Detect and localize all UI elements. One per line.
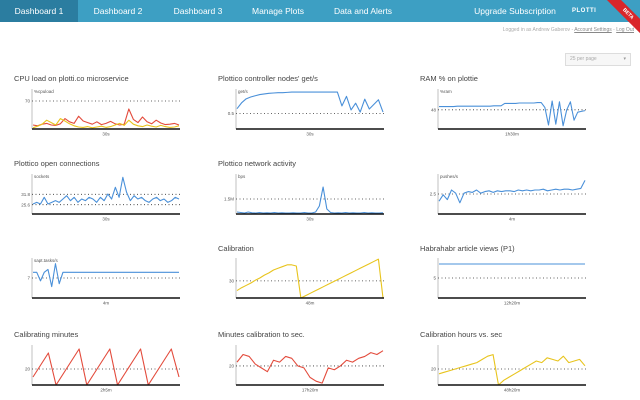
plot-chart[interactable]: 2.5 pushes/s 4m <box>422 170 588 222</box>
y-axis-label: sapt.tasks/s <box>34 258 59 263</box>
per-page-select[interactable]: 25 per page ▾ <box>565 53 631 66</box>
x-axis-label: 30s <box>102 132 110 137</box>
y-tick-label: 20 <box>229 364 235 369</box>
plot-title: Minutes calibration to sec. <box>218 330 305 339</box>
upgrade-subscription-link[interactable]: Upgrade Subscription <box>474 6 556 16</box>
y-tick-label: 2.5 <box>430 192 437 197</box>
x-axis-label: 12h20m <box>504 301 521 306</box>
login-prefix: Logged in as Andrew Gaberov - <box>502 27 575 33</box>
y-tick-label: 5 <box>433 276 436 281</box>
series-line-red <box>236 350 384 384</box>
plot-title: Plottico network activity <box>218 159 296 168</box>
x-axis-label: 2h5m <box>100 388 112 393</box>
plot-title: Plottico controller nodes' get/s <box>218 74 318 83</box>
plot-title: RAM % on plottie <box>420 74 478 83</box>
y-tick-label: 1.5M <box>224 197 234 202</box>
y-axis-label: %cpuload <box>34 89 54 94</box>
tab-dashboard-3[interactable]: Dashboard 3 <box>173 6 223 16</box>
plot-chart[interactable]: 70%cpuload 30s <box>16 85 182 137</box>
x-axis-label: 48m <box>306 301 315 306</box>
x-axis-label: 4m <box>509 217 516 222</box>
series-line-blue <box>439 100 586 127</box>
tab-dashboard-2[interactable]: Dashboard 2 <box>93 6 143 16</box>
plot-chart[interactable]: 31.8 25.6 sockets 30s <box>16 170 182 222</box>
plot-title: CPU load on plotti.co microservice <box>14 74 129 83</box>
y-tick-label: 0.5 <box>228 111 235 116</box>
y-axis-label: bps <box>238 174 246 179</box>
series-line-red <box>32 348 180 386</box>
plot-title: Plottico open connections <box>14 159 100 168</box>
plot-chart[interactable]: 30 48m <box>220 254 386 306</box>
plot-title: Habrahabr article views (P1) <box>420 244 515 253</box>
y-tick-label: 70 <box>25 99 31 104</box>
x-axis-label: 17h20m <box>302 388 319 393</box>
log-out-link[interactable]: Log Out <box>616 27 634 33</box>
y-tick-label: 20 <box>25 367 31 372</box>
plot-chart[interactable]: 7 sapt.tasks/s 4m <box>16 254 182 306</box>
x-axis-label: 48h20m <box>504 388 521 393</box>
series-line-blue <box>33 263 179 288</box>
plot-chart[interactable]: 1.5M bps 30s <box>220 170 386 222</box>
series-line-blue <box>438 180 586 204</box>
per-page-value: 25 per page <box>570 56 597 62</box>
account-settings-link[interactable]: Account Settings <box>574 27 612 33</box>
top-nav: Dashboard 1 Dashboard 2 Dashboard 3 Mana… <box>0 0 640 39</box>
plot-chart[interactable]: 20 48h20m <box>422 341 588 393</box>
plot-chart[interactable]: 48 %ram 1h30m <box>422 85 588 137</box>
y-axis-label: pushes/s <box>440 174 459 179</box>
x-axis-label: 1h30m <box>505 132 519 137</box>
y-tick-label: 25.6 <box>21 202 30 207</box>
y-axis-label: get/s <box>238 89 249 94</box>
plot-title: Calibration <box>218 244 254 253</box>
series-line-yellow <box>438 354 586 386</box>
tab-manage-plots[interactable]: Manage Plots <box>252 6 304 16</box>
y-tick-label: 30 <box>229 278 235 283</box>
login-separator: - <box>611 27 617 33</box>
series-line-blue <box>32 176 180 205</box>
x-axis-label: 30s <box>102 217 110 222</box>
series-line-yellow <box>32 118 180 129</box>
plot-chart[interactable]: 20 2h5m <box>16 341 182 393</box>
plot-title: Calibration hours vs. sec <box>420 330 503 339</box>
y-axis-label: %ram <box>440 89 452 94</box>
plot-chart[interactable]: 20 17h20m <box>220 341 386 393</box>
y-tick-label: 20 <box>431 367 437 372</box>
series-line-yellow <box>236 258 384 299</box>
plot-title: Calibrating minutes <box>14 330 79 339</box>
login-status: Logged in as Andrew Gaberov - Account Se… <box>503 27 634 33</box>
y-tick-label: 31.8 <box>21 192 30 197</box>
series-line-blue <box>236 91 384 113</box>
y-axis-label: sockets <box>34 174 50 179</box>
series-line-blue <box>236 186 384 214</box>
x-axis-label: 30s <box>306 217 314 222</box>
series-line-red <box>32 108 180 127</box>
plot-chart[interactable]: 0.5 get/s 30s <box>220 85 386 137</box>
x-axis-label: 4m <box>103 301 110 306</box>
tab-data-and-alerts[interactable]: Data and Alerts <box>333 6 393 16</box>
chevron-down-icon: ▾ <box>623 56 626 62</box>
plot-chart[interactable]: 5 12h20m <box>422 254 588 306</box>
plottico-logo[interactable]: PLOTTI <box>572 8 597 14</box>
x-axis-label: 30s <box>306 132 314 137</box>
y-tick-label: 7 <box>27 276 30 281</box>
y-tick-label: 48 <box>431 107 437 112</box>
tab-dashboard-1[interactable]: Dashboard 1 <box>0 0 78 22</box>
